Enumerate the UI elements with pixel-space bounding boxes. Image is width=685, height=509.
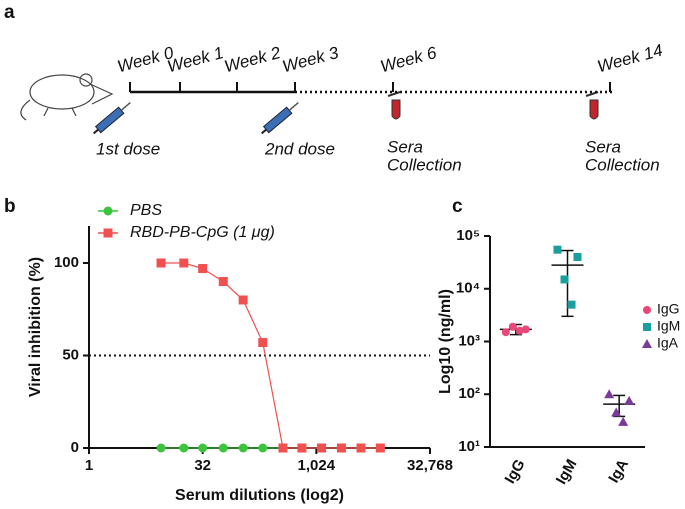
data-point <box>317 443 327 453</box>
data-point <box>375 443 385 453</box>
y-axis-label: Log10 (ng/ml) <box>437 289 454 394</box>
data-point <box>238 295 248 305</box>
data-point <box>567 300 576 309</box>
legend-label: RBD-PB-CpG (1 μg) <box>130 224 275 241</box>
data-point <box>218 443 228 453</box>
legend-label: IgG <box>657 301 680 317</box>
panel-label: c <box>452 196 463 217</box>
data-point <box>604 389 615 399</box>
data-point <box>218 277 228 286</box>
data-point <box>179 258 189 268</box>
event-label: Collection <box>387 155 462 174</box>
data-point <box>521 325 530 334</box>
event-label: 1st dose <box>96 139 160 158</box>
x-tick-label: IgM <box>553 456 581 487</box>
data-point <box>501 328 510 337</box>
legend-marker <box>103 228 113 238</box>
y-axis-label: Viral inhibition (%) <box>27 257 44 397</box>
y-tick-label: 0 <box>71 439 79 456</box>
event-label: Collection <box>585 155 660 174</box>
data-point <box>278 443 288 453</box>
week-label: Week 6 <box>378 43 439 76</box>
data-point <box>258 443 268 453</box>
week-label: Week 3 <box>280 43 341 76</box>
x-tick-label: IgA <box>605 456 632 486</box>
data-point <box>560 275 569 284</box>
x-axis-label: Serum dilutions (log2) <box>175 487 344 504</box>
data-point <box>356 443 366 453</box>
week-label: Week 2 <box>222 43 283 76</box>
data-point <box>611 407 622 417</box>
legend-label: IgM <box>657 318 680 334</box>
x-tick-label: 1 <box>85 457 93 474</box>
data-point <box>156 258 166 268</box>
data-point <box>624 395 635 405</box>
legend-marker <box>103 206 113 216</box>
y-tick-label: 10² <box>458 385 480 402</box>
data-point <box>297 443 307 453</box>
data-point <box>618 416 629 426</box>
x-tick-label: 32 <box>194 457 211 474</box>
y-tick-label: 10¹ <box>458 438 480 455</box>
week-label: Week 14 <box>595 41 664 77</box>
week-label: Week 1 <box>165 43 225 76</box>
data-point <box>336 443 346 453</box>
axis-line <box>88 226 430 449</box>
data-point <box>508 322 517 331</box>
data-point <box>238 443 248 453</box>
data-point <box>573 252 582 261</box>
mouse-icon <box>20 73 114 121</box>
y-tick-label: 10⁵ <box>456 227 480 244</box>
y-tick-label: 50 <box>62 346 79 363</box>
syringe-icon <box>92 101 131 135</box>
legend-label: IgA <box>657 335 679 351</box>
y-tick-label: 10⁴ <box>456 280 480 297</box>
event-label: Sera <box>585 137 621 156</box>
y-tick-label: 100 <box>54 254 79 271</box>
data-point <box>258 338 268 348</box>
legend-label: PBS <box>130 202 162 219</box>
event-label: 2nd dose <box>264 139 335 158</box>
legend-marker <box>643 306 651 314</box>
data-point <box>198 443 208 453</box>
data-point <box>156 443 166 453</box>
data-point <box>179 443 189 453</box>
x-tick-label: 32,768 <box>407 457 453 474</box>
data-point <box>515 326 524 335</box>
tube-icon <box>585 91 599 120</box>
legend-marker <box>642 339 652 348</box>
panel-label: b <box>4 196 16 217</box>
data-point <box>198 264 208 274</box>
legend-marker <box>643 323 651 331</box>
x-tick-label: IgG <box>502 456 529 486</box>
event-label: Sera <box>387 137 423 156</box>
data-point <box>553 245 562 254</box>
panel-label: a <box>4 2 15 23</box>
tube-icon <box>387 91 401 120</box>
syringe-icon <box>260 101 299 135</box>
y-tick-label: 10³ <box>458 332 480 349</box>
x-tick-label: 1,024 <box>298 457 336 474</box>
